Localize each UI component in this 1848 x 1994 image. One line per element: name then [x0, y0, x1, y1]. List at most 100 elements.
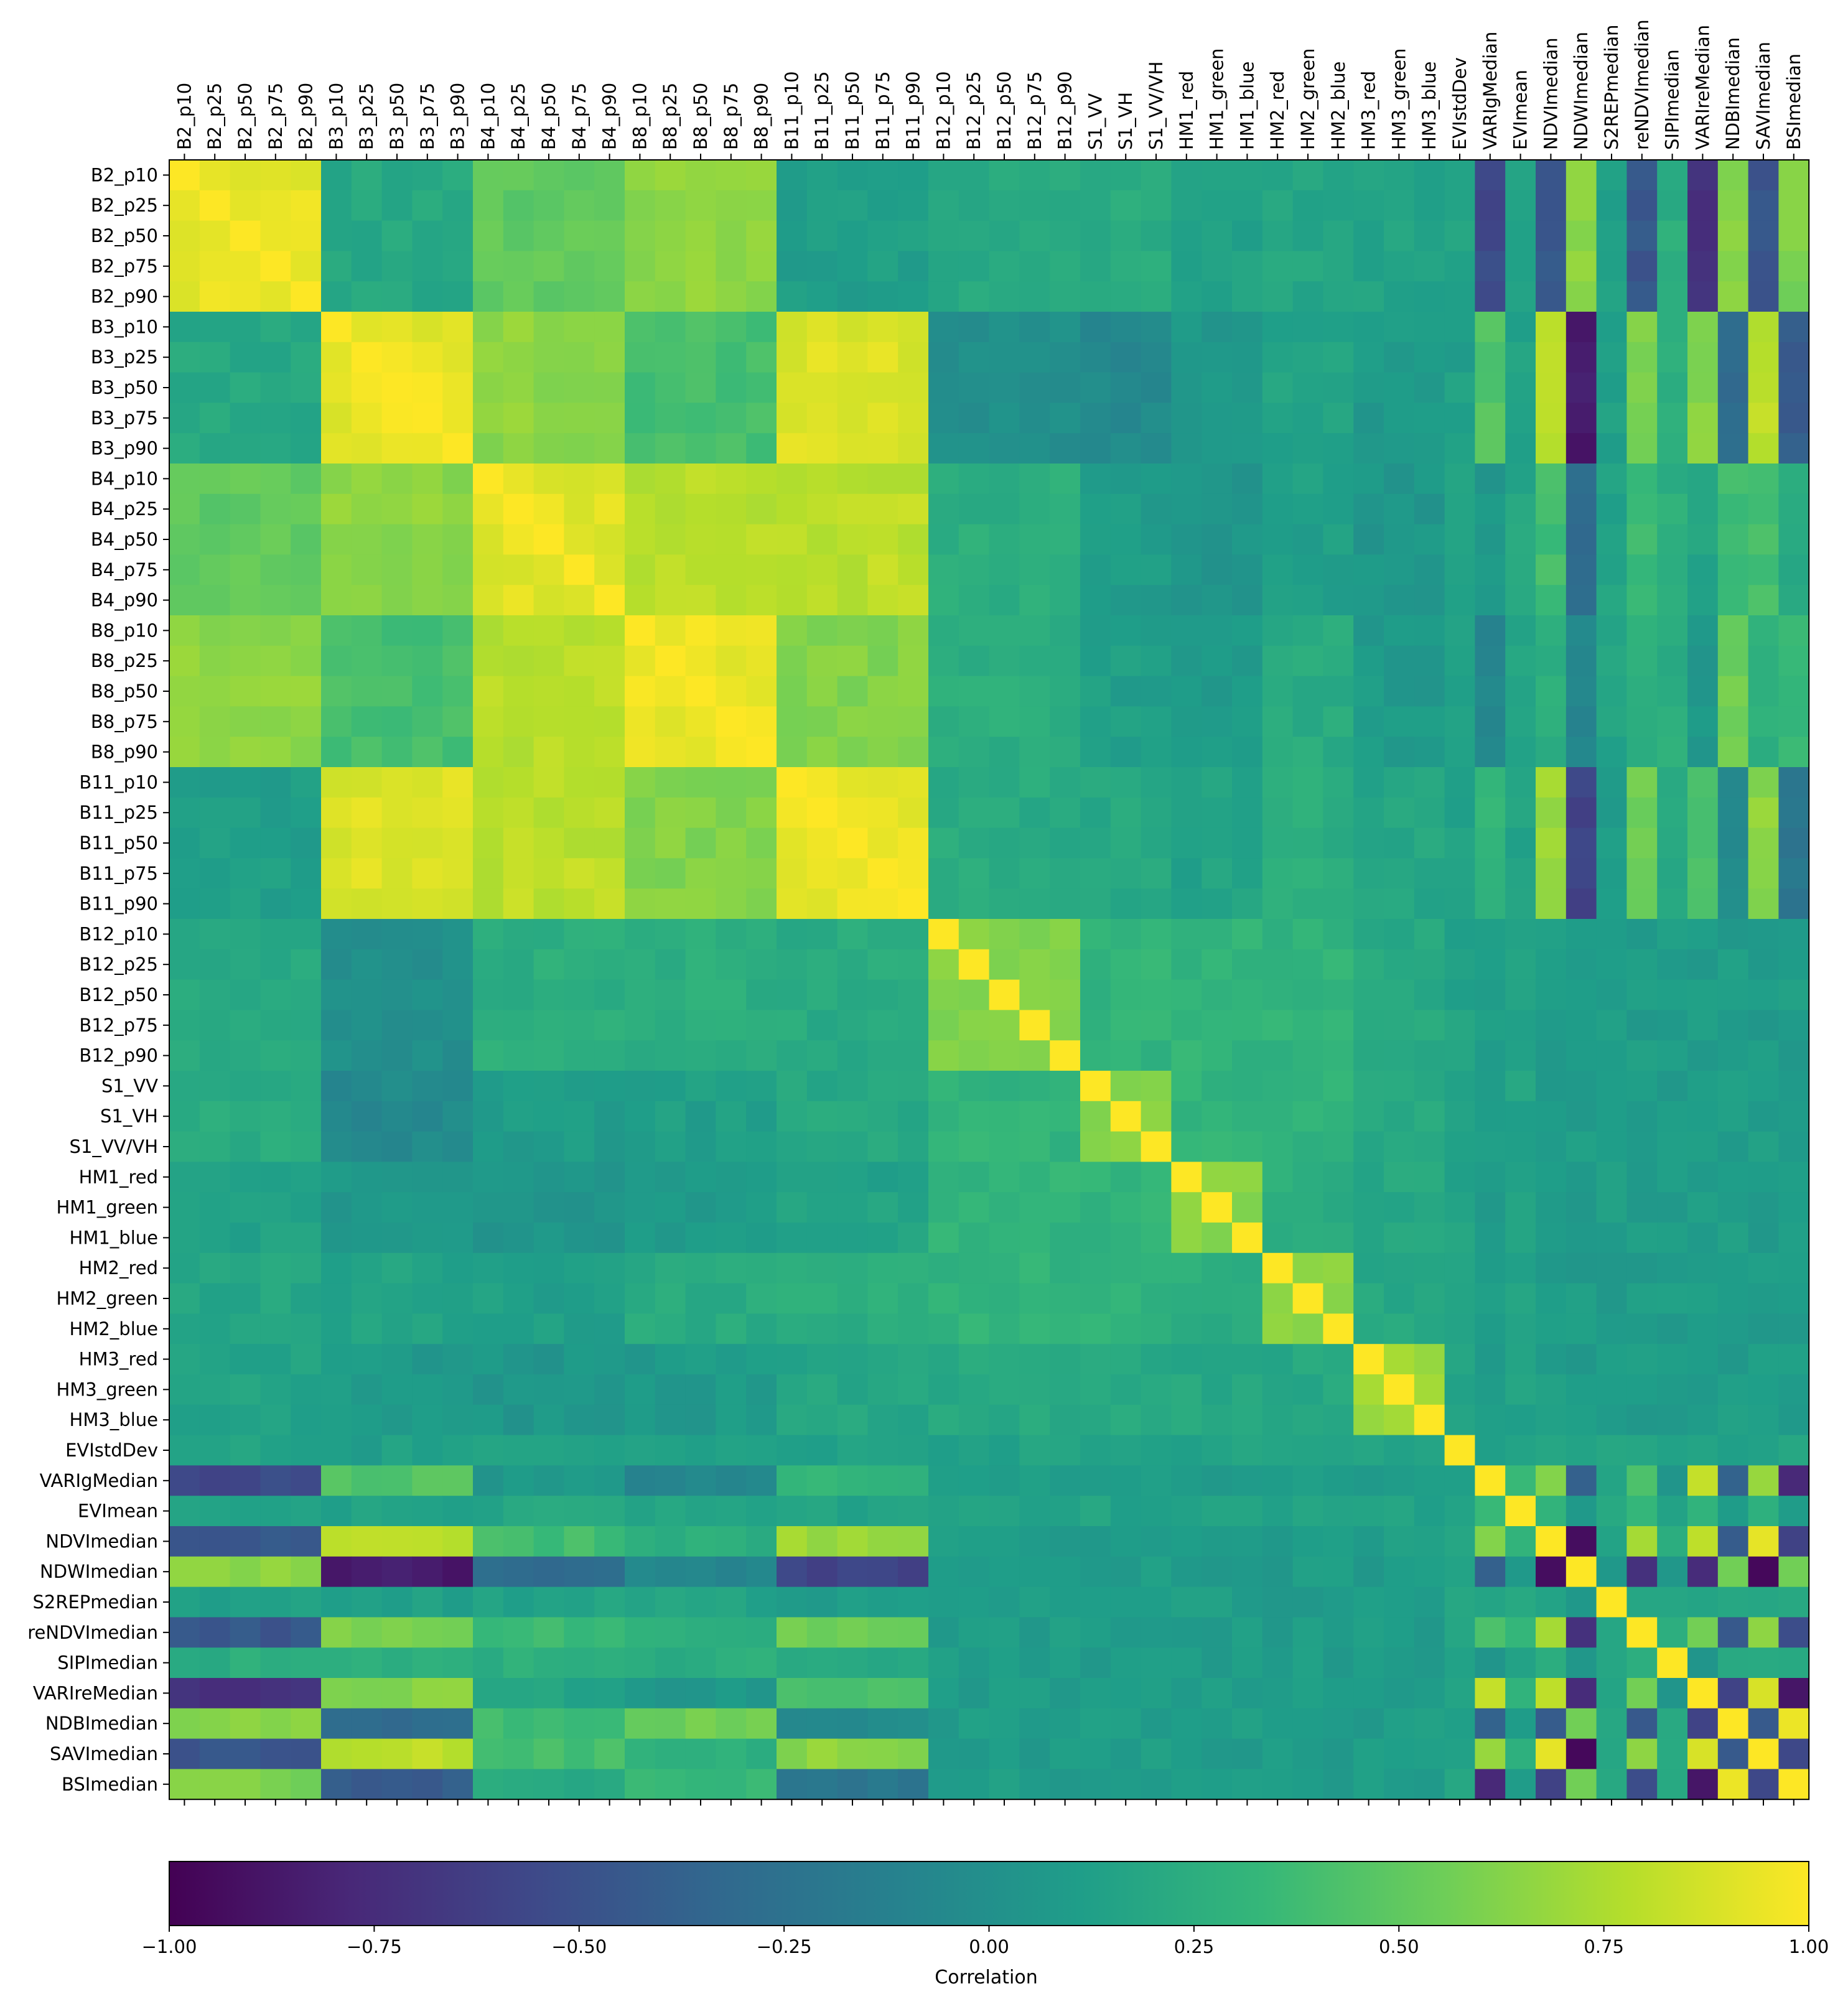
heatmap-cell — [1566, 220, 1597, 251]
heatmap-cell — [291, 919, 322, 950]
heatmap-cell — [989, 1223, 1020, 1254]
colorbar-tick-label: −0.25 — [757, 1936, 812, 1957]
heatmap-cell — [412, 676, 443, 707]
heatmap-cell — [1050, 585, 1081, 616]
heatmap-cell — [1050, 524, 1081, 555]
heatmap-cell — [1384, 1738, 1415, 1769]
heatmap-cell — [1778, 919, 1809, 950]
heatmap-cell — [351, 342, 383, 373]
heatmap-cell — [1080, 464, 1111, 495]
y-tick-label: B2_p10 — [91, 164, 158, 185]
heatmap-cell — [1323, 312, 1354, 343]
heatmap-cell — [169, 676, 200, 707]
heatmap-cell — [1536, 190, 1567, 221]
heatmap-cell — [958, 160, 990, 191]
heatmap-cell — [1262, 160, 1294, 191]
heatmap-cell — [442, 645, 474, 677]
heatmap-cell — [1323, 403, 1354, 434]
heatmap-cell — [1536, 312, 1567, 343]
heatmap-cell — [1141, 1617, 1172, 1648]
heatmap-cell — [746, 585, 777, 616]
heatmap-cell — [806, 1162, 838, 1193]
heatmap-cell — [473, 1283, 504, 1314]
heatmap-cell — [1232, 1465, 1263, 1496]
y-tick-label: EVImean — [78, 1501, 158, 1522]
heatmap-cell — [837, 312, 868, 343]
heatmap-cell — [1323, 1465, 1354, 1496]
heatmap-cell — [1748, 979, 1779, 1010]
heatmap-cell — [1019, 1040, 1050, 1071]
heatmap-cell — [1292, 1647, 1323, 1679]
heatmap-cell — [655, 1071, 686, 1102]
heatmap-cell — [989, 615, 1020, 646]
heatmap-cell — [958, 827, 990, 859]
heatmap-cell — [1687, 190, 1719, 221]
heatmap-cell — [625, 1526, 656, 1557]
heatmap-cell — [533, 1678, 564, 1709]
heatmap-cell — [1019, 1496, 1050, 1527]
heatmap-cell — [1080, 1374, 1111, 1405]
heatmap-cell — [685, 1526, 716, 1557]
heatmap-cell — [381, 1283, 413, 1314]
heatmap-cell — [260, 1313, 291, 1344]
heatmap-cell — [1384, 554, 1415, 585]
heatmap-cell — [260, 1586, 291, 1618]
heatmap-cell — [594, 190, 625, 221]
heatmap-cell — [746, 1556, 777, 1588]
heatmap-cell — [1626, 888, 1658, 920]
heatmap-cell — [1657, 645, 1688, 677]
heatmap-cell — [1292, 1313, 1323, 1344]
heatmap-cell — [412, 585, 443, 616]
heatmap-cell — [837, 493, 868, 525]
heatmap-cell — [1748, 645, 1779, 677]
heatmap-cell — [806, 1586, 838, 1618]
heatmap-cell — [1262, 767, 1294, 798]
heatmap-cell — [442, 1192, 474, 1223]
heatmap-cell — [746, 1526, 777, 1557]
x-tick-label: B4_p90 — [599, 83, 620, 150]
heatmap-cell — [473, 464, 504, 495]
heatmap-cell — [837, 190, 868, 221]
heatmap-cell — [1748, 1374, 1779, 1405]
heatmap-cell — [1717, 979, 1749, 1010]
heatmap-cell — [867, 1404, 898, 1436]
heatmap-cell — [1717, 1586, 1749, 1618]
heatmap-cell — [1566, 493, 1597, 525]
heatmap-cell — [1353, 554, 1384, 585]
heatmap-cell — [594, 1010, 625, 1041]
heatmap-cell — [1566, 433, 1597, 464]
heatmap-cell — [1232, 676, 1263, 707]
heatmap-cell — [958, 1283, 990, 1314]
heatmap-cell — [1292, 1586, 1323, 1618]
heatmap-cell — [1019, 1344, 1050, 1375]
heatmap-cell — [1262, 464, 1294, 495]
heatmap-cell — [898, 1040, 929, 1071]
heatmap-cell — [837, 1435, 868, 1466]
heatmap-cell — [1292, 1010, 1323, 1041]
heatmap-cell — [898, 919, 929, 950]
heatmap-cell — [1110, 220, 1142, 251]
heatmap-cell — [442, 1617, 474, 1648]
heatmap-cell — [1778, 1678, 1809, 1709]
heatmap-cell — [1353, 433, 1384, 464]
heatmap-cell — [442, 1071, 474, 1102]
heatmap-cell — [1657, 554, 1688, 585]
heatmap-cell — [1566, 1586, 1597, 1618]
heatmap-cell — [685, 585, 716, 616]
heatmap-cell — [716, 1040, 747, 1071]
heatmap-cell — [594, 949, 625, 981]
heatmap-cell — [1384, 281, 1415, 312]
heatmap-cell — [1414, 585, 1445, 616]
heatmap-cell — [1050, 1617, 1081, 1648]
heatmap-cell — [473, 342, 504, 373]
heatmap-cell — [1202, 585, 1233, 616]
heatmap-cell — [351, 1617, 383, 1648]
heatmap-cell — [1353, 949, 1384, 981]
heatmap-cell — [442, 372, 474, 403]
heatmap-cell — [533, 1313, 564, 1344]
heatmap-cell — [625, 1071, 656, 1102]
heatmap-cell — [685, 706, 716, 737]
heatmap-cell — [291, 1647, 322, 1679]
heatmap-cell — [1384, 1040, 1415, 1071]
heatmap-cell — [412, 1040, 443, 1071]
